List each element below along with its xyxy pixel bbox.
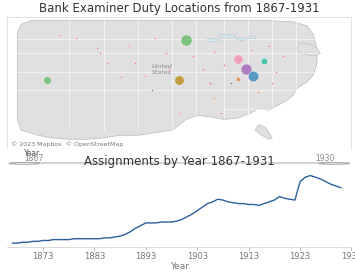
Text: Year: Year xyxy=(24,148,40,158)
Ellipse shape xyxy=(207,39,220,42)
Point xyxy=(176,111,182,115)
Point xyxy=(207,80,213,85)
Point xyxy=(73,35,79,40)
Title: Assignments by Year 1867-1931: Assignments by Year 1867-1931 xyxy=(84,155,275,168)
Circle shape xyxy=(9,163,40,164)
Point xyxy=(142,74,148,78)
Point xyxy=(244,67,249,72)
Title: Bank Examiner Duty Locations from 1867-1931: Bank Examiner Duty Locations from 1867-1… xyxy=(39,2,320,15)
Point xyxy=(94,46,99,50)
Point xyxy=(235,57,241,61)
Point xyxy=(58,33,63,37)
Point xyxy=(44,78,50,82)
Polygon shape xyxy=(255,125,272,139)
Point xyxy=(221,63,227,68)
Ellipse shape xyxy=(247,36,256,39)
Point xyxy=(218,111,223,115)
X-axis label: Year: Year xyxy=(170,262,189,271)
Point xyxy=(118,75,124,79)
Point xyxy=(166,67,172,72)
Point xyxy=(201,67,206,72)
Point xyxy=(152,35,158,40)
Point xyxy=(126,43,132,48)
Point xyxy=(132,60,137,65)
Point xyxy=(256,90,261,94)
Point xyxy=(251,74,256,78)
Point xyxy=(211,50,217,54)
Point xyxy=(269,80,275,85)
Point xyxy=(163,51,168,56)
Point xyxy=(97,51,103,56)
Point xyxy=(273,70,279,74)
Point xyxy=(190,54,196,58)
Point xyxy=(235,76,241,81)
Point xyxy=(228,80,234,85)
Point xyxy=(249,47,255,52)
Point xyxy=(176,78,182,82)
Ellipse shape xyxy=(219,34,236,38)
Point xyxy=(280,54,285,58)
Text: 1867: 1867 xyxy=(24,154,44,163)
Ellipse shape xyxy=(236,38,246,40)
Circle shape xyxy=(319,163,350,164)
Point xyxy=(261,59,267,64)
Polygon shape xyxy=(17,20,317,139)
Point xyxy=(183,38,189,42)
Polygon shape xyxy=(296,43,321,56)
Text: © 2023 Mapbox  © OpenStreetMap: © 2023 Mapbox © OpenStreetMap xyxy=(11,142,123,147)
Text: United
States: United States xyxy=(152,64,173,75)
Point xyxy=(104,60,110,65)
Point xyxy=(211,96,217,101)
Point xyxy=(149,88,154,93)
Text: 1930: 1930 xyxy=(315,154,334,163)
Point xyxy=(266,43,272,48)
